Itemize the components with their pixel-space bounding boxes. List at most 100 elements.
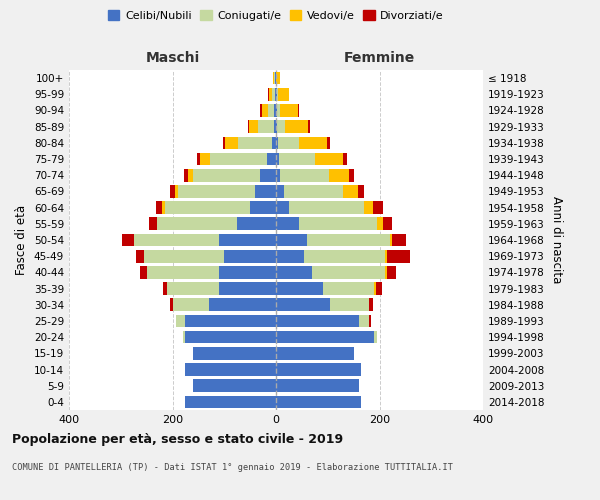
Bar xyxy=(276,282,323,295)
Bar xyxy=(298,104,299,117)
Bar xyxy=(369,314,371,328)
Bar xyxy=(185,396,276,408)
Bar xyxy=(312,266,385,278)
Bar xyxy=(276,72,280,85)
Bar xyxy=(374,331,377,344)
Bar xyxy=(185,363,276,376)
Bar xyxy=(272,136,276,149)
Bar xyxy=(276,169,280,181)
Bar xyxy=(237,218,276,230)
Bar xyxy=(390,234,392,246)
Bar xyxy=(275,88,276,101)
Bar xyxy=(144,250,224,262)
Bar xyxy=(266,152,276,166)
Bar xyxy=(219,234,276,246)
Bar xyxy=(193,347,276,360)
Bar xyxy=(193,169,260,181)
Bar xyxy=(276,120,277,133)
Bar xyxy=(210,152,266,166)
Bar xyxy=(276,298,331,311)
Bar xyxy=(188,169,193,181)
Bar xyxy=(343,152,347,166)
Bar xyxy=(299,218,377,230)
Bar xyxy=(183,331,185,344)
Bar xyxy=(276,250,304,262)
Bar xyxy=(223,136,225,149)
Bar xyxy=(364,202,373,214)
Bar xyxy=(170,298,173,311)
Bar xyxy=(343,185,358,198)
Bar xyxy=(219,266,276,278)
Bar xyxy=(276,347,353,360)
Text: Femmine: Femmine xyxy=(344,51,415,65)
Bar xyxy=(260,169,276,181)
Bar xyxy=(276,185,284,198)
Bar xyxy=(276,218,299,230)
Bar xyxy=(284,185,343,198)
Bar xyxy=(209,298,276,311)
Bar xyxy=(165,202,250,214)
Bar xyxy=(185,314,276,328)
Bar xyxy=(278,136,299,149)
Bar xyxy=(225,136,238,149)
Bar xyxy=(280,104,298,117)
Bar xyxy=(175,185,178,198)
Bar xyxy=(277,120,285,133)
Bar xyxy=(200,152,210,166)
Legend: Celibi/Nubili, Coniugati/e, Vedovi/e, Divorziati/e: Celibi/Nubili, Coniugati/e, Vedovi/e, Di… xyxy=(104,6,448,25)
Bar xyxy=(197,152,200,166)
Bar xyxy=(156,202,162,214)
Bar xyxy=(178,185,256,198)
Bar xyxy=(327,136,331,149)
Bar xyxy=(149,218,157,230)
Bar xyxy=(278,88,289,101)
Bar xyxy=(308,120,310,133)
Bar xyxy=(259,120,274,133)
Y-axis label: Anni di nascita: Anni di nascita xyxy=(550,196,563,284)
Bar xyxy=(349,169,354,181)
Bar xyxy=(276,363,361,376)
Bar xyxy=(276,380,359,392)
Bar xyxy=(193,380,276,392)
Bar xyxy=(173,298,209,311)
Bar xyxy=(299,136,327,149)
Bar xyxy=(157,218,237,230)
Bar xyxy=(374,282,376,295)
Text: Maschi: Maschi xyxy=(145,51,200,65)
Bar xyxy=(307,234,390,246)
Bar xyxy=(136,250,144,262)
Bar xyxy=(373,202,383,214)
Bar xyxy=(387,250,410,262)
Bar xyxy=(184,169,188,181)
Bar xyxy=(369,298,373,311)
Bar xyxy=(278,152,315,166)
Bar xyxy=(277,88,278,101)
Bar xyxy=(122,234,134,246)
Bar xyxy=(167,282,219,295)
Bar xyxy=(280,169,329,181)
Bar xyxy=(385,250,387,262)
Bar xyxy=(162,202,165,214)
Bar xyxy=(250,202,276,214)
Bar xyxy=(392,234,406,246)
Bar xyxy=(249,120,259,133)
Bar xyxy=(276,136,278,149)
Bar xyxy=(358,185,364,198)
Bar xyxy=(238,136,272,149)
Bar xyxy=(276,152,278,166)
Bar xyxy=(163,282,167,295)
Y-axis label: Fasce di età: Fasce di età xyxy=(16,205,28,275)
Bar xyxy=(146,266,219,278)
Bar xyxy=(383,218,392,230)
Bar xyxy=(276,331,374,344)
Bar xyxy=(331,298,369,311)
Bar xyxy=(272,88,275,101)
Bar xyxy=(323,282,374,295)
Bar xyxy=(329,169,349,181)
Bar xyxy=(377,218,383,230)
Bar xyxy=(276,396,361,408)
Bar xyxy=(274,120,276,133)
Bar xyxy=(315,152,343,166)
Bar xyxy=(185,331,276,344)
Bar xyxy=(269,88,272,101)
